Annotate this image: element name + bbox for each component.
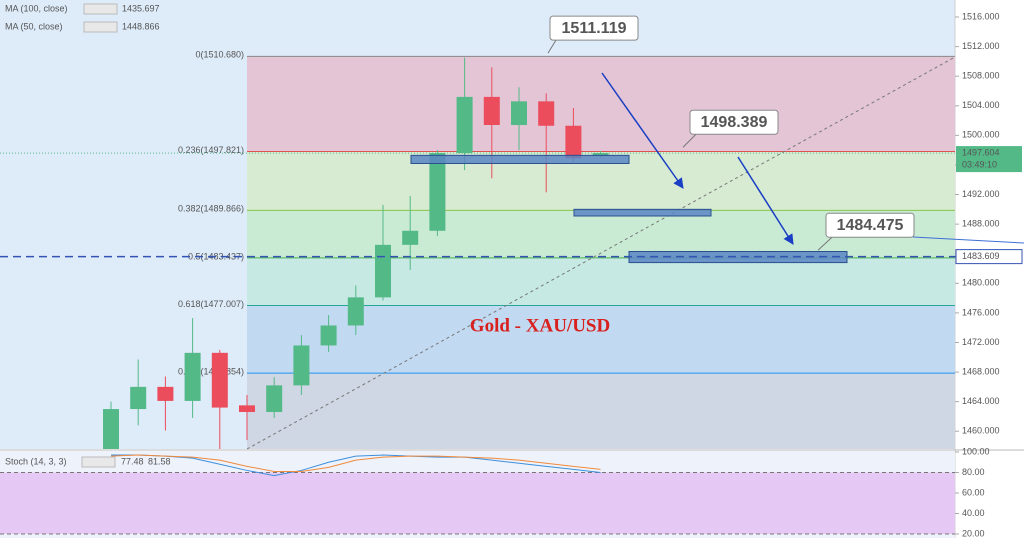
stoch-tick-label: 100.00 xyxy=(962,446,990,456)
indicator-value: 1448.866 xyxy=(122,21,160,31)
candle-body xyxy=(320,325,337,346)
candle-body xyxy=(184,352,201,401)
support-zone xyxy=(410,154,630,164)
candle-body xyxy=(402,230,419,245)
candle-body xyxy=(211,352,228,408)
indicator-icons xyxy=(83,3,118,15)
fib-label: 0(1510.680) xyxy=(195,50,244,60)
candle-body xyxy=(130,386,147,410)
callout-label: 1484.475 xyxy=(837,217,904,234)
stoch-value: 77.48 xyxy=(121,456,144,466)
stoch-line xyxy=(111,454,601,477)
fib-trend-line xyxy=(246,56,956,450)
candle-body xyxy=(456,96,473,154)
y-tick-label: 1472.000 xyxy=(962,337,1000,347)
candle-body xyxy=(239,405,255,413)
y-tick-label: 1516.000 xyxy=(962,11,1000,21)
stoch-icons xyxy=(81,456,116,468)
candle-body xyxy=(538,101,555,126)
last-price-label: 1497.604 xyxy=(962,147,1000,157)
candle-body xyxy=(157,386,174,401)
y-tick-label: 1500.000 xyxy=(962,130,1000,140)
callout-line xyxy=(912,236,1024,244)
callout-label: 1511.119 xyxy=(562,20,627,37)
candle-body xyxy=(592,153,609,157)
y-tick-label: 1504.000 xyxy=(962,100,1000,110)
y-tick-label: 1476.000 xyxy=(962,307,1000,317)
candle-body xyxy=(375,244,391,298)
fib-zone xyxy=(247,257,955,306)
candle-body xyxy=(266,385,283,413)
callout-pointer xyxy=(817,236,833,251)
price-axis xyxy=(955,0,1024,538)
stoch-tick-label: 20.00 xyxy=(962,528,985,538)
fib-zone xyxy=(247,305,955,374)
candle-body xyxy=(565,125,582,159)
fib-label: 0.382(1489.866) xyxy=(178,204,244,214)
y-tick-label: 1512.000 xyxy=(962,41,1000,51)
chart-title: Gold - XAU/USD xyxy=(470,315,610,336)
callout-pointer xyxy=(547,39,557,54)
candles xyxy=(0,57,955,449)
stoch-name: Stoch (14, 3, 3) xyxy=(5,456,67,466)
callout-box xyxy=(689,109,779,135)
candle-body xyxy=(293,345,310,386)
y-tick-label: 1460.000 xyxy=(962,426,1000,436)
fib-label: 0.236(1497.821) xyxy=(178,145,244,155)
stoch-tick-label: 40.00 xyxy=(962,508,985,518)
line-price-tag xyxy=(955,249,1023,265)
candle-body xyxy=(429,153,446,231)
last-price-tag xyxy=(956,146,1022,173)
stoch-band xyxy=(0,472,955,535)
y-tick-label: 1508.000 xyxy=(962,71,1000,81)
support-zone xyxy=(573,208,712,217)
overlay: 1511.119 1498.389 1484.475 xyxy=(410,15,915,264)
candle-body xyxy=(511,101,527,126)
fib-zone xyxy=(247,373,955,449)
indicator-name: MA (100, close) xyxy=(5,3,68,13)
stoch-line xyxy=(110,454,601,472)
stoch-value: 81.58 xyxy=(148,456,171,466)
callout-box xyxy=(549,15,639,41)
y-tick-label: 1492.000 xyxy=(962,189,1000,199)
callout-pointer xyxy=(682,133,697,148)
y-tick-label: 1468.000 xyxy=(962,366,1000,376)
line-price-label: 1483.609 xyxy=(962,251,1000,261)
fib-zone xyxy=(247,56,955,152)
candle-body xyxy=(103,409,119,449)
support-zone xyxy=(628,250,848,264)
stoch-tick-label: 80.00 xyxy=(962,467,985,477)
candle-body xyxy=(347,297,364,326)
countdown-label: 03:49:10 xyxy=(962,159,997,169)
indicator-name: MA (50, close) xyxy=(5,21,63,31)
stoch-tick-label: 60.00 xyxy=(962,487,985,497)
fib-label: 0.618(1477.007) xyxy=(178,299,244,309)
candle-body xyxy=(483,96,500,126)
arrow xyxy=(737,156,794,245)
fib-group: 0(1510.680) 0.236(1497.821) 0.382(1489.866… xyxy=(178,50,955,449)
y-tick-label: 1464.000 xyxy=(962,396,1000,406)
y-tick-label: 1488.000 xyxy=(962,219,1000,229)
arrow xyxy=(601,72,684,189)
fib-label: 0.786(1467.854) xyxy=(178,367,244,377)
indicator-value: 1435.697 xyxy=(122,3,160,13)
callout-box xyxy=(825,212,915,238)
callout-label: 1498.389 xyxy=(701,114,768,131)
indicator-icons xyxy=(83,21,118,33)
y-tick-label: 1480.000 xyxy=(962,278,1000,288)
